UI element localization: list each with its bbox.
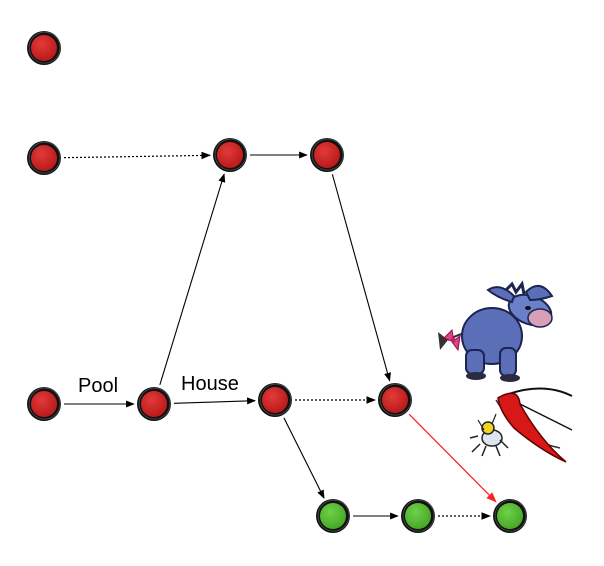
edge-n4-n8 [331, 174, 391, 382]
edge-label-pool: Pool [78, 375, 118, 397]
node-n8 [378, 383, 412, 417]
node-n5 [27, 387, 61, 421]
node-n1 [27, 31, 61, 65]
node-n10 [401, 499, 435, 533]
node-n11 [493, 499, 527, 533]
edge-n6-n3 [159, 173, 226, 386]
node-n6 [137, 387, 171, 421]
node-n4 [310, 138, 344, 172]
node-n2 [27, 141, 61, 175]
node-n9 [316, 499, 350, 533]
node-n7 [258, 383, 292, 417]
nodes [27, 31, 527, 533]
edge-n8-n11 [408, 413, 497, 503]
edge-n6-n7 [173, 397, 256, 405]
donkey-illustration [438, 280, 554, 382]
edges [63, 151, 497, 520]
node-n3 [213, 138, 247, 172]
edge-n7-n9 [283, 417, 325, 499]
bug-with-net-illustration [469, 387, 573, 463]
edge-label-house: House [181, 373, 239, 395]
edge-n2-n3 [63, 151, 211, 160]
